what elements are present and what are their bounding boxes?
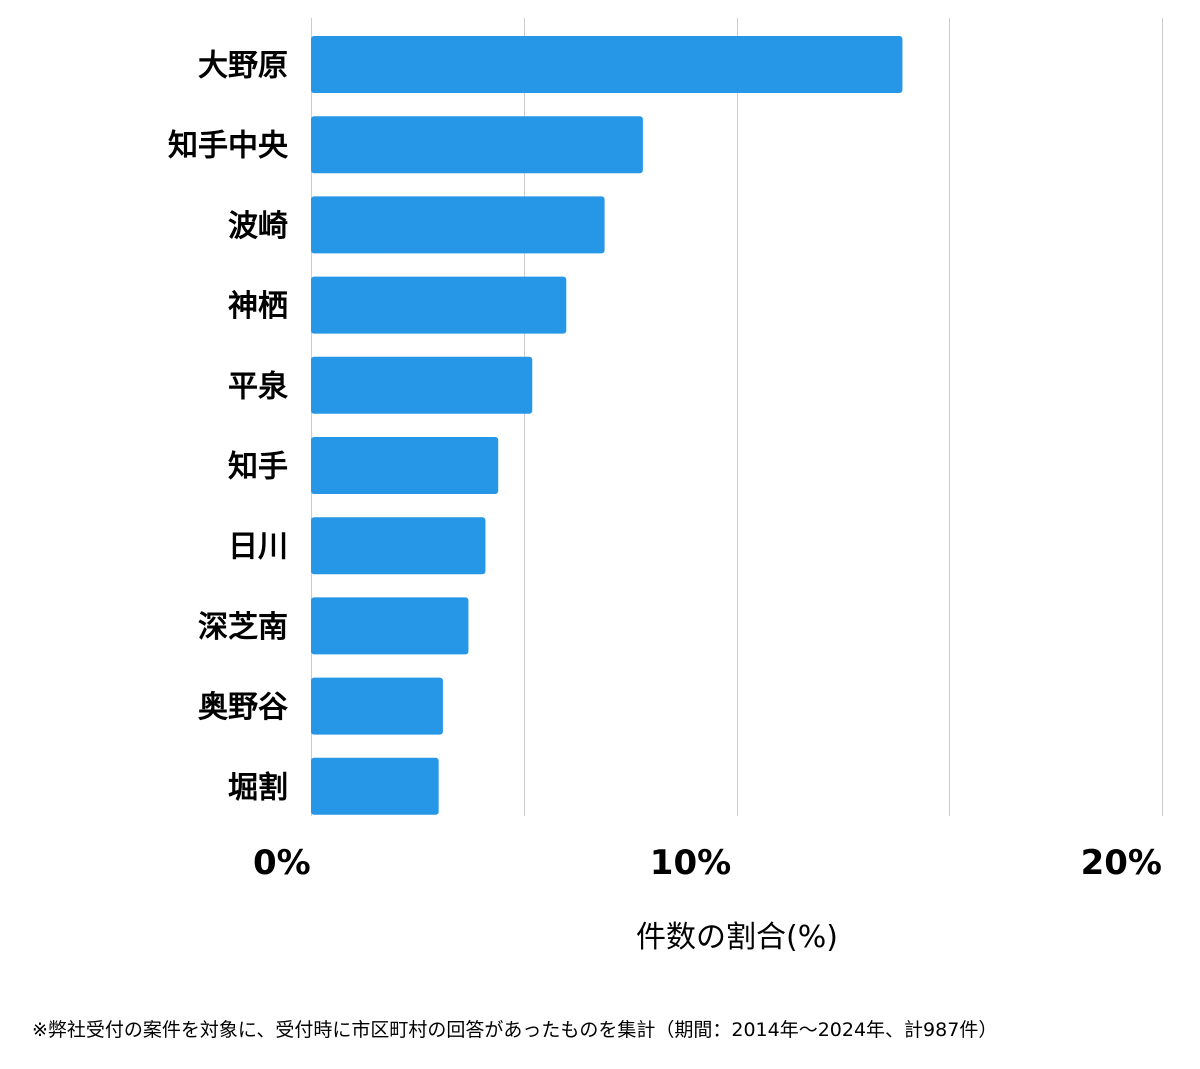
bar-8 bbox=[311, 677, 443, 735]
category-label-9: 堀割 bbox=[228, 770, 288, 805]
tick-label-1: 10% bbox=[650, 843, 731, 883]
footnote: ※弊社受付の案件を対象に、受付時に市区町村の回答があったものを集計（期間：201… bbox=[32, 1019, 998, 1041]
category-label-1: 知手中央 bbox=[168, 129, 289, 164]
x-axis-title: 件数の割合(%) bbox=[636, 920, 838, 955]
category-label-5: 知手 bbox=[228, 450, 288, 485]
bars bbox=[311, 36, 903, 815]
bar-5 bbox=[311, 437, 499, 494]
category-label-2: 波崎 bbox=[228, 209, 288, 244]
bar-6 bbox=[311, 517, 486, 575]
bar-0 bbox=[311, 36, 903, 93]
bar-7 bbox=[311, 597, 469, 655]
x-tick-labels: 0% 10% 20% bbox=[253, 843, 1162, 883]
bar-4 bbox=[311, 356, 533, 414]
category-label-4: 平泉 bbox=[228, 369, 288, 404]
category-label-0: 大野原 bbox=[198, 49, 288, 84]
category-label-8: 奥野谷 bbox=[198, 690, 288, 725]
tick-label-2: 20% bbox=[1081, 843, 1162, 883]
bar-9 bbox=[311, 757, 439, 815]
category-label-7: 深芝南 bbox=[198, 610, 288, 645]
bar-2 bbox=[311, 196, 605, 254]
category-label-3: 神栖 bbox=[228, 289, 288, 324]
category-label-6: 日川 bbox=[228, 530, 288, 565]
bar-3 bbox=[311, 276, 567, 334]
bar-1 bbox=[311, 116, 643, 174]
tick-label-0: 0% bbox=[253, 843, 311, 883]
